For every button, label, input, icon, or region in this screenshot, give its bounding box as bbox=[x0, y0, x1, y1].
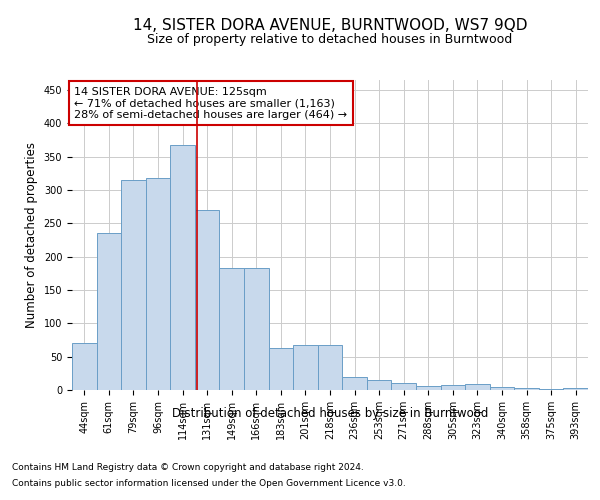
Text: 14, SISTER DORA AVENUE, BURNTWOOD, WS7 9QD: 14, SISTER DORA AVENUE, BURNTWOOD, WS7 9… bbox=[133, 18, 527, 32]
Bar bbox=[391, 384, 416, 390]
Bar bbox=[318, 344, 342, 390]
Bar bbox=[121, 180, 146, 390]
Bar bbox=[97, 234, 121, 390]
Bar bbox=[367, 380, 391, 390]
Text: Size of property relative to detached houses in Burntwood: Size of property relative to detached ho… bbox=[148, 32, 512, 46]
Bar bbox=[195, 210, 220, 390]
Bar bbox=[563, 388, 588, 390]
Bar bbox=[440, 384, 465, 390]
Bar bbox=[293, 346, 318, 390]
Bar bbox=[72, 344, 97, 390]
Bar bbox=[490, 386, 514, 390]
Bar bbox=[269, 348, 293, 390]
Y-axis label: Number of detached properties: Number of detached properties bbox=[25, 142, 38, 328]
Text: Contains HM Land Registry data © Crown copyright and database right 2024.: Contains HM Land Registry data © Crown c… bbox=[12, 464, 364, 472]
Bar bbox=[220, 268, 244, 390]
Bar bbox=[465, 384, 490, 390]
Bar bbox=[170, 144, 195, 390]
Bar bbox=[514, 388, 539, 390]
Bar bbox=[342, 378, 367, 390]
Bar bbox=[244, 268, 269, 390]
Bar bbox=[416, 386, 440, 390]
Text: 14 SISTER DORA AVENUE: 125sqm
← 71% of detached houses are smaller (1,163)
28% o: 14 SISTER DORA AVENUE: 125sqm ← 71% of d… bbox=[74, 86, 347, 120]
Text: Contains public sector information licensed under the Open Government Licence v3: Contains public sector information licen… bbox=[12, 478, 406, 488]
Text: Distribution of detached houses by size in Burntwood: Distribution of detached houses by size … bbox=[172, 408, 488, 420]
Bar bbox=[146, 178, 170, 390]
